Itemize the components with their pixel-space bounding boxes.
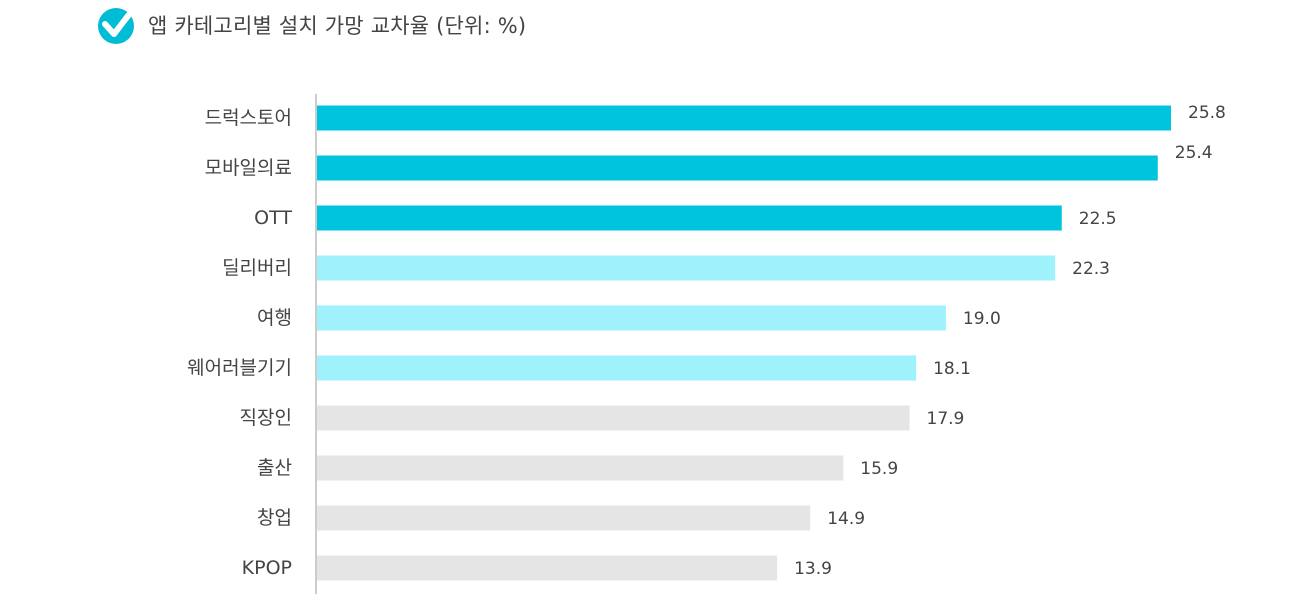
category-label: 창업 (257, 507, 292, 529)
value-label: 19.0 (963, 309, 1001, 329)
value-label: 22.5 (1079, 209, 1117, 229)
category-label: OTT (254, 207, 292, 229)
value-label: 17.9 (927, 409, 965, 429)
category-label: 출산 (257, 457, 292, 479)
bar (317, 355, 917, 381)
value-label: 25.4 (1175, 143, 1213, 163)
checkmark-badge-icon (98, 8, 134, 44)
value-label: 25.8 (1188, 103, 1226, 123)
bar (317, 205, 1062, 231)
category-label: 직장인 (240, 407, 292, 429)
category-label: 웨어러블기기 (187, 357, 292, 379)
value-label: 13.9 (794, 559, 832, 579)
value-label: 22.3 (1072, 259, 1110, 279)
bar (317, 555, 778, 581)
category-label: KPOP (242, 557, 292, 579)
bar (317, 255, 1056, 281)
category-label: 여행 (257, 307, 292, 329)
value-label: 18.1 (933, 359, 971, 379)
bar (317, 105, 1171, 131)
category-label: 딜리버리 (222, 257, 292, 279)
bar (317, 505, 811, 531)
category-label: 드럭스토어 (205, 107, 292, 129)
chart-title: 앱 카테고리별 설치 가망 교차율 (단위: %) (148, 14, 527, 38)
bar (317, 305, 946, 331)
bar (317, 155, 1158, 181)
bar (317, 405, 910, 431)
value-label: 14.9 (827, 509, 865, 529)
category-label: 모바일의료 (205, 157, 292, 179)
value-label: 15.9 (860, 459, 898, 479)
bar (317, 455, 844, 481)
chart-header: 앱 카테고리별 설치 가망 교차율 (단위: %) (96, 4, 526, 46)
